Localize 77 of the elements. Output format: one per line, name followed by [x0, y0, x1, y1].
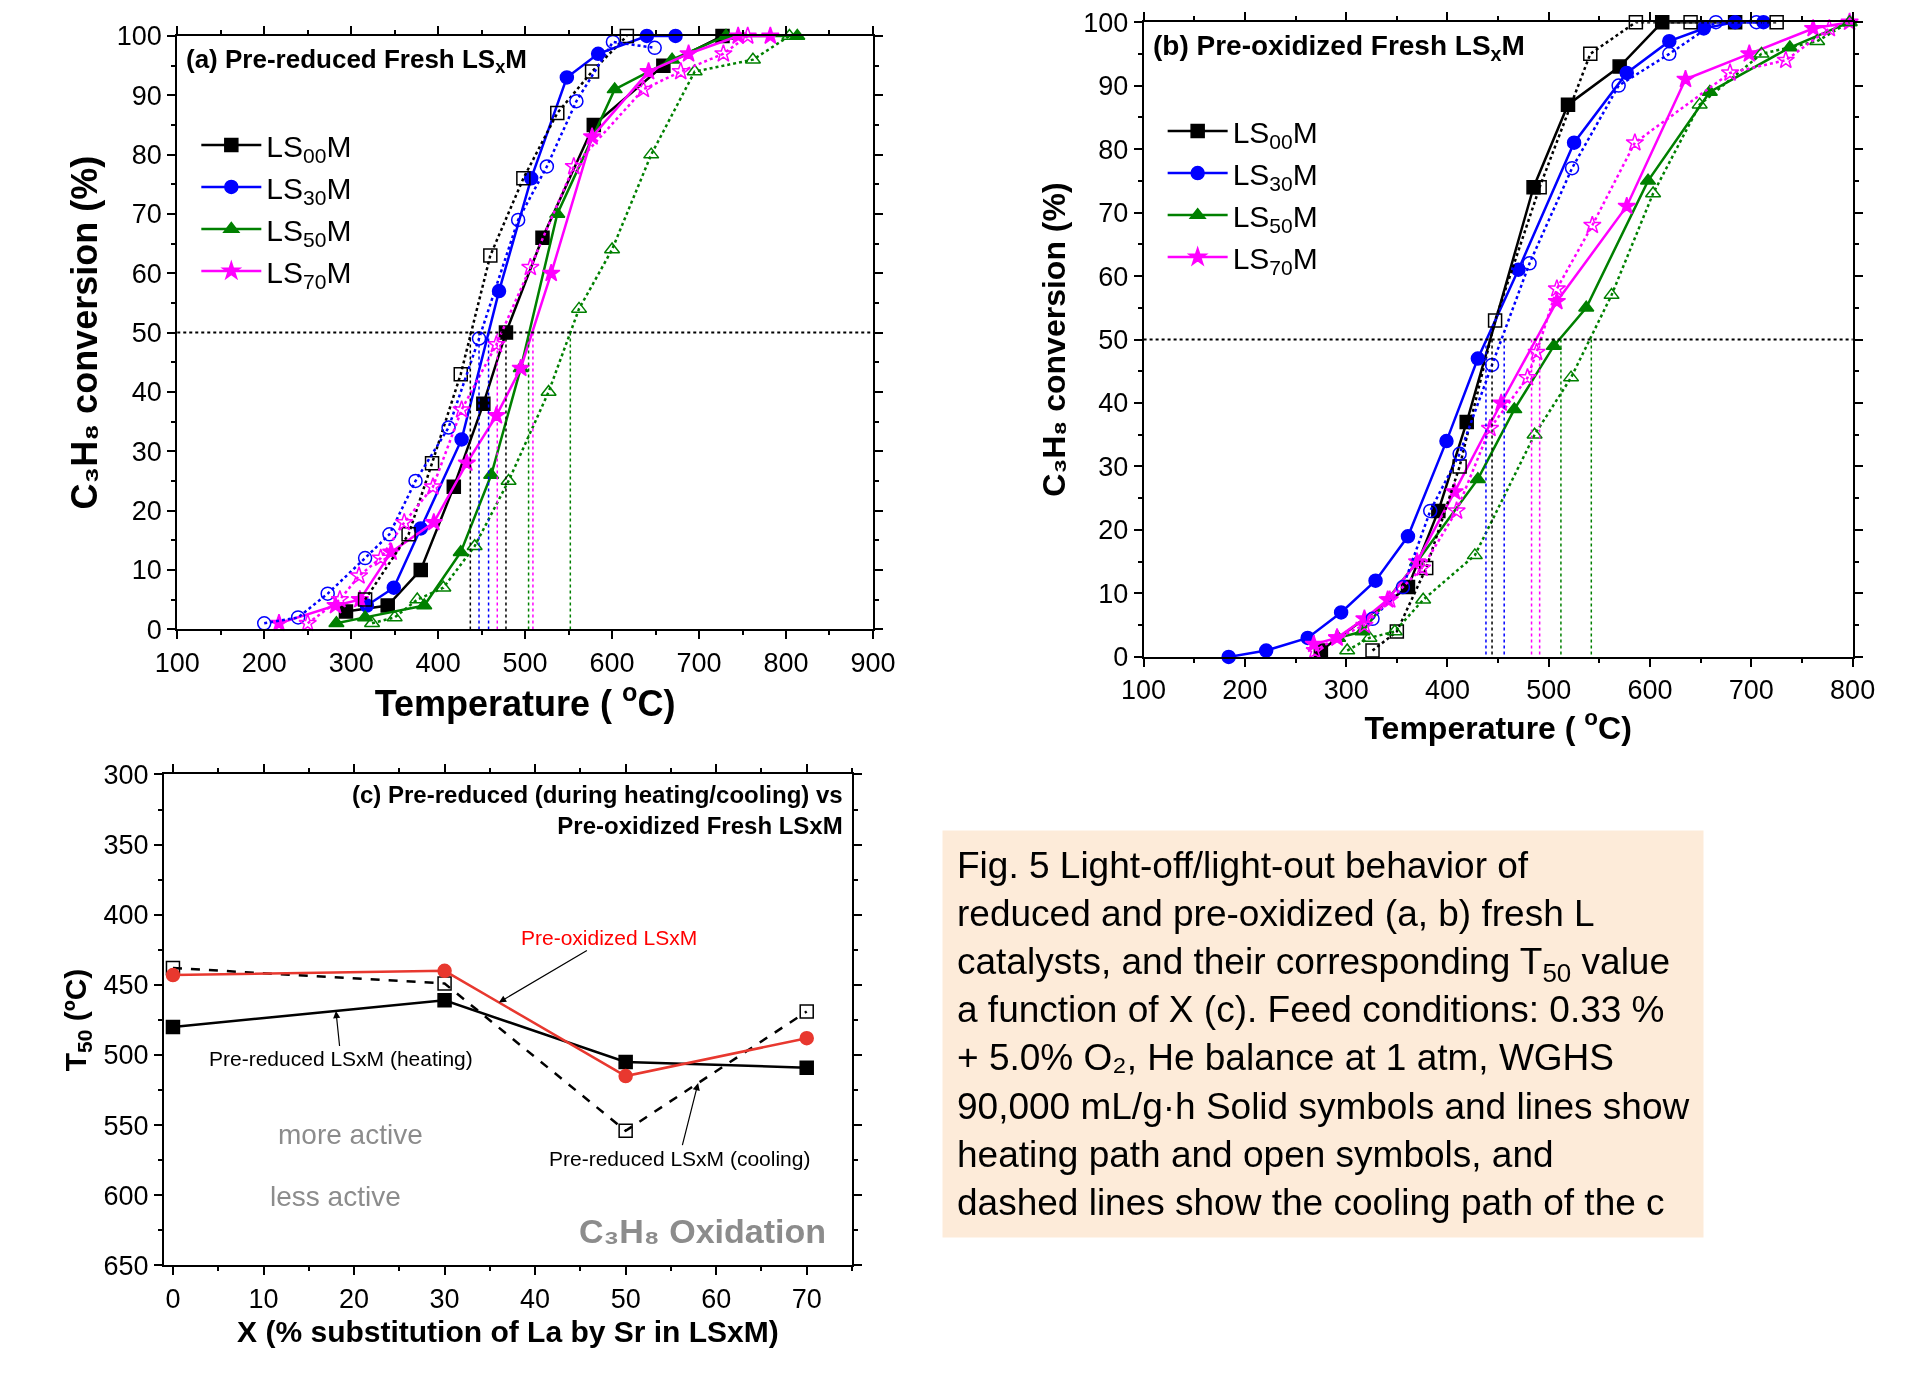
text: Fig. 5 Light-off/light-out behavior of reduced and pre-oxidized (a, b) fresh L catalysts, and their corresponding T$_{50}$ value a function of X (c). Feed conditions: 0.33 % + 5.0% O₂, He balance at 1 atm, WGHS 90,000 mL/g·h Solid symbols and lines show heating path and open symbols, and dashed lines show the cooling path of the c: [957, 845, 1690, 1223]
y-tick-label: 50: [131, 318, 162, 349]
x-tick-label: 20: [339, 1283, 370, 1314]
x-tick-label: 100: [1121, 675, 1167, 706]
y-tick-label: 60: [1098, 261, 1129, 292]
text: (c) Pre-reduced (during heating/cooling) vs Pre-oxidized Fresh LSxM: [352, 781, 843, 840]
x-tick-label: 500: [502, 647, 548, 678]
y-tick-label: 350: [103, 830, 149, 861]
y-tick-label: 600: [103, 1180, 149, 1211]
y-tick-label: 90: [131, 80, 162, 111]
x-tick-label: 800: [763, 647, 809, 678]
x-tick-label: 600: [589, 647, 635, 678]
y-tick-label: 70: [1098, 198, 1129, 229]
y-tick-label: 10: [1098, 578, 1129, 609]
x-tick-label: 400: [415, 647, 461, 678]
x-axis-title: Temperature ( $^{o}$C): [1364, 705, 1632, 746]
y-axis-title: C₃H₈ conversion (%): [64, 155, 106, 510]
x-tick-label: 900: [850, 647, 896, 678]
y-tick-label: 650: [103, 1250, 149, 1281]
y-tick-label: 20: [131, 496, 162, 527]
y-tick-label: 450: [103, 970, 149, 1001]
y-tick-label: 300: [103, 759, 149, 790]
legend-label: LS$_{00}$M: [266, 129, 352, 167]
x-tick-label: 400: [1424, 675, 1470, 706]
chart-title: (a) Pre-reduced Fresh LS$_{x}$M: [186, 44, 527, 78]
y-axis-title: C₃H₈ conversion (%): [1035, 182, 1072, 497]
y-tick-label: 80: [1098, 134, 1129, 165]
x-tick-label: 300: [328, 647, 374, 678]
y-tick-label: 500: [103, 1040, 149, 1071]
annotation: less active: [270, 1181, 401, 1212]
x-axis-title: Temperature ( $^{o}$C): [374, 677, 676, 724]
y-tick-label: 30: [1098, 451, 1129, 482]
annotation: Pre-reduced LSxM (cooling): [549, 1147, 811, 1170]
legend-label: LS$_{70}$M: [266, 255, 352, 293]
y-tick-label: 0: [146, 614, 162, 645]
y-tick-label: 60: [131, 258, 162, 289]
x-tick-label: 60: [701, 1283, 732, 1314]
y-tick-label: 40: [131, 377, 162, 408]
chart-title: (b) Pre-oxidized Fresh LS$_{x}$M: [1153, 30, 1525, 65]
x-tick-label: 200: [241, 647, 287, 678]
y-tick-label: 40: [1098, 388, 1129, 419]
x-tick-label: 40: [520, 1283, 551, 1314]
y-tick-label: 20: [1098, 515, 1129, 546]
annotation: C₃H₈ Oxidation: [579, 1212, 826, 1250]
x-tick-label: 700: [676, 647, 722, 678]
x-tick-label: 500: [1526, 675, 1572, 706]
legend-label: LS$_{30}$M: [266, 171, 352, 209]
x-axis-title: X (% substitution of La by Sr in LSxM): [237, 1314, 779, 1348]
x-tick-label: 50: [610, 1283, 641, 1314]
y-tick-label: 80: [131, 140, 162, 171]
y-tick-label: 50: [1098, 324, 1129, 355]
x-tick-label: 800: [1830, 675, 1876, 706]
legend-label: LS$_{30}$M: [1232, 157, 1318, 196]
x-tick-label: 600: [1627, 675, 1673, 706]
y-tick-label: 30: [131, 436, 162, 467]
annotation: more active: [278, 1119, 423, 1150]
annotation: Pre-reduced LSxM (heating): [209, 1047, 473, 1070]
y-tick-label: 550: [103, 1110, 149, 1141]
x-tick-label: 700: [1728, 675, 1774, 706]
y-tick-label: 90: [1098, 71, 1129, 102]
y-tick-label: 100: [116, 21, 162, 52]
legend-label: LS$_{70}$M: [1232, 241, 1318, 280]
annotation: Pre-oxidized LSxM: [521, 926, 698, 949]
legend-label: LS$_{00}$M: [1232, 115, 1318, 154]
x-tick-label: 300: [1323, 675, 1369, 706]
legend-label: LS$_{50}$M: [1232, 199, 1318, 238]
y-tick-label: 70: [131, 199, 162, 230]
y-tick-label: 400: [103, 900, 149, 931]
x-tick-label: 70: [791, 1283, 822, 1314]
x-tick-label: 200: [1222, 675, 1268, 706]
x-tick-label: 10: [248, 1283, 279, 1314]
x-tick-label: 100: [154, 647, 200, 678]
x-tick-label: 0: [165, 1283, 181, 1314]
legend-label: LS$_{50}$M: [266, 213, 352, 251]
y-tick-label: 10: [131, 555, 162, 586]
x-tick-label: 30: [429, 1283, 460, 1314]
y-tick-label: 100: [1083, 7, 1129, 38]
